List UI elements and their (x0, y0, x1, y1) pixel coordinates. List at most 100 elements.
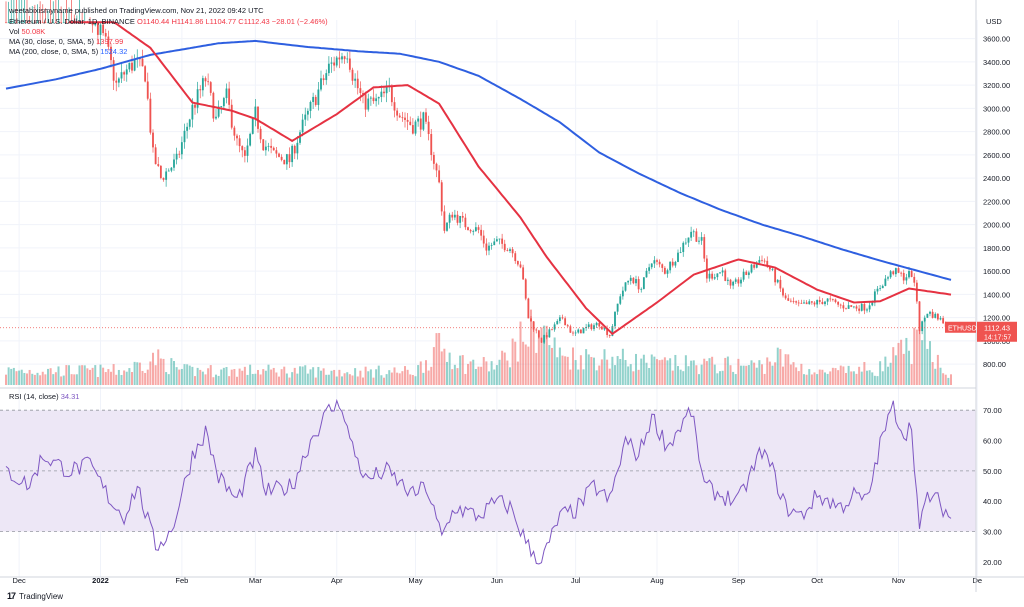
candle-body (569, 326, 572, 333)
volume-bar (154, 365, 157, 385)
candle-body (671, 261, 674, 266)
volume-bar (10, 368, 13, 385)
candle-body (761, 259, 763, 261)
legend-symbol[interactable]: Ethereum / U.S. Dollar, 1D, BINANCE (9, 17, 135, 26)
volume-bar (320, 370, 322, 385)
candle (469, 228, 472, 234)
candle-body (333, 62, 336, 66)
volume-bar (745, 365, 748, 385)
candle-body (435, 163, 438, 171)
volume-bar (669, 358, 672, 385)
candle-body (209, 82, 212, 93)
candle-body (929, 311, 931, 314)
candle (110, 43, 112, 68)
brand-name: TradingView (19, 591, 64, 601)
legend-ma200-label[interactable]: MA (200, close, 0, SMA, 5) (9, 47, 99, 56)
volume-bar (138, 362, 141, 385)
candle (729, 278, 732, 289)
volume-bar (684, 355, 687, 385)
candle (280, 154, 283, 162)
candle (923, 315, 926, 323)
volume-bar (837, 370, 840, 385)
volume-bar (582, 369, 585, 385)
candle-body (488, 245, 490, 251)
volume-bar (863, 361, 866, 385)
candle (404, 112, 406, 128)
candle-body (682, 242, 685, 253)
candle-body (146, 81, 149, 99)
volume-bar (474, 369, 477, 385)
candle-body (687, 237, 690, 243)
candle-body (753, 264, 756, 268)
volume-bar (299, 366, 301, 385)
volume-bar (868, 370, 871, 385)
legend-rsi-label[interactable]: RSI (14, close) (9, 392, 59, 401)
volume-bar (742, 365, 745, 385)
brand[interactable]: 17 TradingView (7, 591, 63, 601)
volume-bar (889, 362, 892, 385)
candle (839, 303, 842, 309)
legend-ma30-label[interactable]: MA (30, close, 0, SMA, 5) (9, 37, 95, 46)
volume-bar (272, 367, 275, 385)
candle (65, 0, 68, 24)
candle (228, 81, 231, 111)
volume-bar (75, 374, 78, 385)
candle-body (679, 252, 682, 253)
candle (876, 285, 879, 295)
volume-bar (317, 366, 320, 385)
candle-body (868, 305, 871, 310)
volume-bar (569, 369, 572, 385)
candle-body (640, 288, 643, 290)
candle (845, 307, 847, 310)
candle (225, 83, 228, 104)
candle (881, 284, 884, 289)
volume-bar (388, 370, 391, 385)
volume-bar (755, 367, 758, 385)
candle-body (275, 150, 278, 154)
volume-bar (152, 352, 154, 385)
candle (31, 6, 34, 24)
candle-body (110, 46, 112, 61)
candle (372, 89, 375, 104)
candle (905, 273, 908, 285)
candle-body (33, 22, 36, 24)
candle (558, 315, 561, 324)
candle-body (162, 177, 165, 180)
volume-bar (726, 356, 729, 385)
candle-body (112, 60, 115, 81)
candle (170, 167, 173, 173)
candle (795, 300, 798, 305)
candle-body (485, 243, 488, 251)
candle (939, 315, 942, 321)
candle (20, 0, 23, 24)
volume-bar (304, 365, 307, 385)
candle (333, 56, 336, 72)
volume-bar (73, 374, 76, 385)
candle (480, 224, 483, 241)
time-tick-label: De (972, 576, 982, 585)
volume-bar (564, 356, 567, 385)
candle-body (834, 299, 837, 303)
candle (117, 77, 120, 88)
candle (934, 312, 937, 319)
candle-body (464, 217, 467, 228)
volume-bar (12, 367, 15, 385)
candle-body (669, 261, 672, 271)
volume-bar (810, 374, 813, 385)
volume-bar (191, 366, 194, 385)
candle (590, 323, 593, 331)
candle-body (845, 308, 847, 310)
candle-body (603, 328, 606, 330)
candle-body (637, 279, 640, 290)
candle (514, 250, 517, 264)
volume-bar (194, 376, 196, 385)
price-tick-label: 3600.00 (983, 35, 1010, 44)
volume-bar (215, 374, 217, 385)
legend-rsi-row: RSI (14, close) 34.31 (9, 392, 79, 402)
time-tick-label: Dec (12, 576, 26, 585)
candle-body (553, 324, 556, 330)
candle (894, 267, 897, 277)
legend-vol-label[interactable]: Vol (9, 27, 20, 36)
volume-bar (257, 369, 259, 385)
